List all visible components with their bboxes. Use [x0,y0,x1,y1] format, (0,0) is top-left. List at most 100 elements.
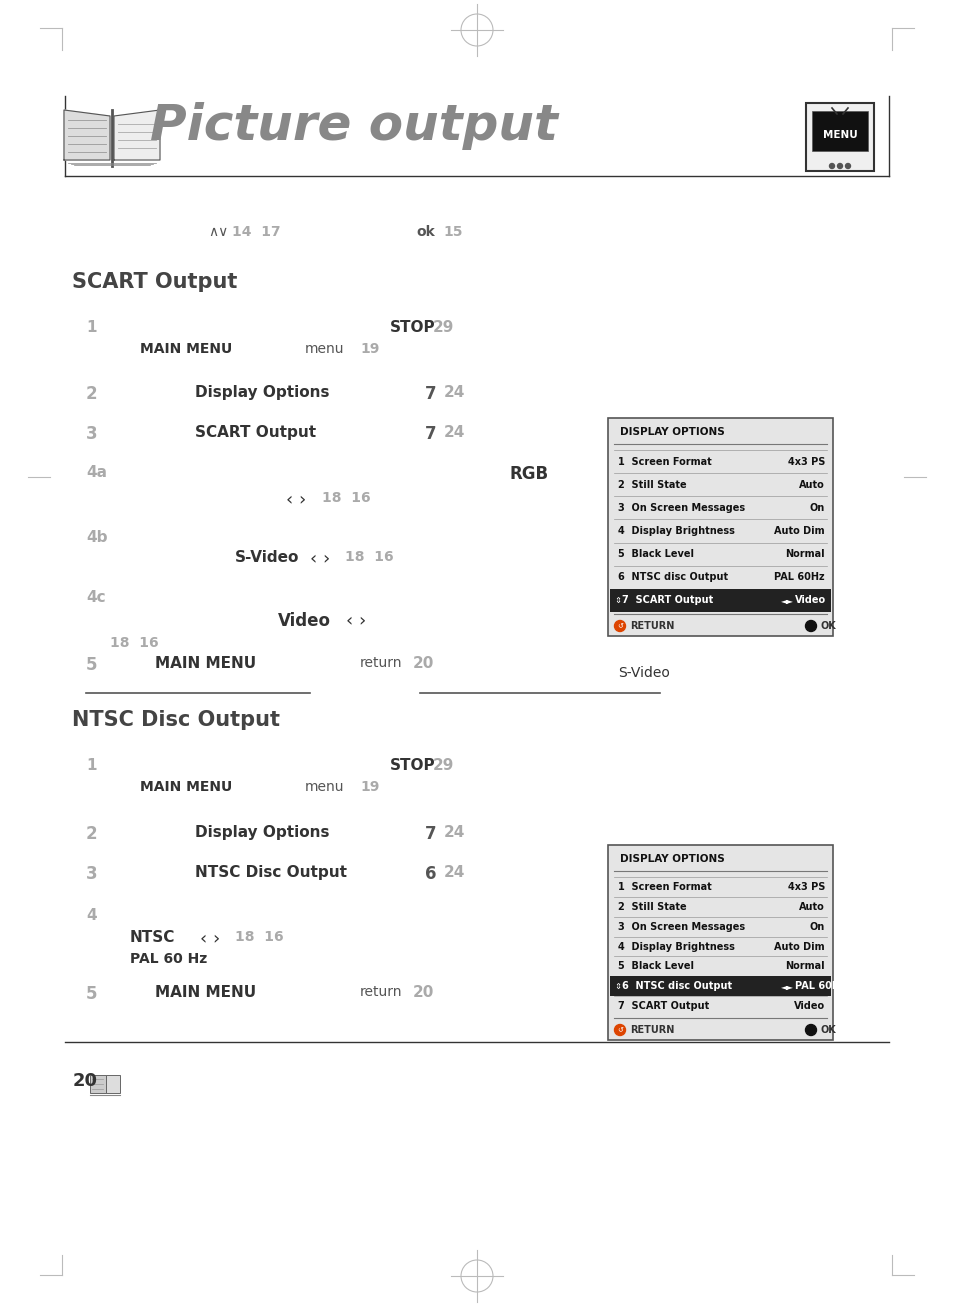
Text: 6  NTSC disc Output: 6 NTSC disc Output [618,572,727,583]
Text: 18  16: 18 16 [234,930,283,944]
Text: PAL 60 Hz: PAL 60 Hz [130,952,207,966]
Bar [607,419,832,636]
Text: 1: 1 [86,319,96,335]
Text: 24: 24 [443,425,465,439]
Text: 18  16: 18 16 [345,550,394,565]
Text: ∧∨: ∧∨ [208,226,228,239]
Text: 1: 1 [86,758,96,773]
Text: STOP: STOP [390,758,436,773]
Text: 29: 29 [433,319,454,335]
Text: 7: 7 [424,825,436,842]
Text: RETURN: RETURN [629,1025,674,1035]
Text: 14  17: 14 17 [232,226,280,239]
Text: ok: ok [416,226,435,239]
Text: MAIN MENU: MAIN MENU [154,985,255,1000]
Text: 20: 20 [73,1072,98,1090]
Text: MAIN MENU: MAIN MENU [140,780,232,794]
Text: SCART Output: SCART Output [194,425,315,439]
Text: 6: 6 [424,865,436,883]
Text: ‹ ›: ‹ › [286,492,306,509]
Text: 3  On Screen Messages: 3 On Screen Messages [618,503,744,512]
Text: ‹ ›: ‹ › [200,930,220,948]
Text: 2: 2 [86,385,97,403]
Text: On: On [809,503,824,512]
Text: Video: Video [793,1001,824,1011]
Text: ↺: ↺ [617,1028,622,1033]
Text: 3: 3 [86,865,97,883]
Text: 4  Display Brightness: 4 Display Brightness [618,526,734,536]
Text: STOP: STOP [390,319,436,335]
Bar [90,1074,106,1093]
Text: NTSC Disc Output: NTSC Disc Output [71,709,280,730]
Text: 5  Black Level: 5 Black Level [618,961,693,971]
Text: NTSC Disc Output: NTSC Disc Output [194,865,347,880]
Bar [607,845,832,1041]
Text: 4  Display Brightness: 4 Display Brightness [618,941,734,952]
Text: 4c: 4c [86,589,106,605]
Text: 4a: 4a [86,466,107,480]
Text: ⇕: ⇕ [614,982,620,991]
Text: DISPLAY OPTIONS: DISPLAY OPTIONS [619,426,724,437]
Text: return: return [359,656,402,670]
Text: OK: OK [821,1025,836,1035]
Text: 20: 20 [413,985,434,1000]
Text: 6  NTSC disc Output: 6 NTSC disc Output [621,981,731,991]
Text: MAIN MENU: MAIN MENU [140,342,232,356]
Text: NTSC: NTSC [130,930,175,945]
Text: 2  Still State: 2 Still State [618,902,686,911]
Text: 29: 29 [433,758,454,773]
Text: return: return [359,985,402,999]
Text: 7  SCART Output: 7 SCART Output [621,596,713,605]
Circle shape [828,163,834,168]
Text: ◄►: ◄► [781,596,793,605]
Text: OK: OK [821,621,836,631]
Polygon shape [113,110,160,160]
Text: 4x3 PS: 4x3 PS [787,456,824,467]
Text: Display Options: Display Options [194,825,329,840]
Text: Video: Video [794,596,825,605]
Text: 7  SCART Output: 7 SCART Output [618,1001,708,1011]
Text: 3  On Screen Messages: 3 On Screen Messages [618,922,744,931]
Text: 18  16: 18 16 [322,492,370,505]
Text: Auto: Auto [799,480,824,490]
Bar [609,977,830,996]
Text: DISPLAY OPTIONS: DISPLAY OPTIONS [619,854,724,865]
Text: Normal: Normal [784,549,824,559]
Text: 15: 15 [442,226,462,239]
Text: 5  Black Level: 5 Black Level [618,549,693,559]
Text: 1  Screen Format: 1 Screen Format [618,882,711,892]
Text: MAIN MENU: MAIN MENU [154,656,255,672]
Polygon shape [64,110,110,160]
Text: ↺: ↺ [617,623,622,629]
Circle shape [614,621,625,631]
Text: On: On [809,922,824,931]
Text: S-Video: S-Video [618,666,669,679]
Bar [805,103,873,171]
Bar [106,1074,120,1093]
Text: Display Options: Display Options [194,385,329,400]
Text: Normal: Normal [784,961,824,971]
Text: 24: 24 [443,385,465,400]
Bar [811,111,867,151]
Text: 18  16: 18 16 [110,636,158,649]
Text: SCART Output: SCART Output [71,273,237,292]
Circle shape [804,1025,816,1035]
Text: 19: 19 [359,342,379,356]
Text: 7: 7 [424,425,436,443]
Text: ‹ ›: ‹ › [310,550,330,569]
Text: PAL 60Hz: PAL 60Hz [774,572,824,583]
Text: 4x3 PS: 4x3 PS [787,882,824,892]
Text: 5: 5 [86,985,97,1003]
Text: 4b: 4b [86,529,108,545]
Text: Auto Dim: Auto Dim [774,526,824,536]
Text: 24: 24 [443,825,465,840]
Text: 4: 4 [86,908,96,923]
Text: S-Video: S-Video [234,550,299,565]
Text: 2: 2 [86,825,97,842]
Text: 2  Still State: 2 Still State [618,480,686,490]
Text: Auto: Auto [799,902,824,911]
Text: ‹ ›: ‹ › [346,612,366,630]
Text: 5: 5 [86,656,97,674]
Text: 19: 19 [359,780,379,794]
Text: 24: 24 [443,865,465,880]
